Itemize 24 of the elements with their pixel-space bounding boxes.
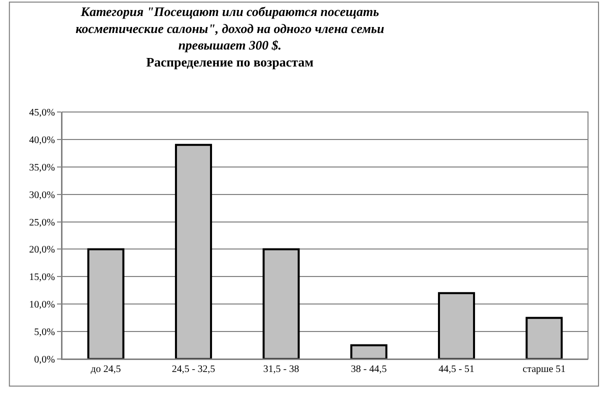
y-tick-label: 15,0% xyxy=(29,272,55,284)
bar xyxy=(526,316,563,359)
y-tick-label: 10,0% xyxy=(29,300,55,311)
x-tick-label: 31,5 - 38 xyxy=(263,364,300,375)
bar xyxy=(350,344,388,359)
chart-subtitle: Распределение по возрастам xyxy=(146,54,314,70)
x-tick-label: 44,5 - 51 xyxy=(438,364,474,375)
y-tick-label: 5,0% xyxy=(34,327,55,338)
bar xyxy=(262,248,300,359)
x-tick-label: 38 - 44,5 xyxy=(350,364,387,375)
x-tick-label: до 24,5 xyxy=(90,364,121,375)
y-tick-label: 40,0% xyxy=(29,134,55,146)
y-tick-label: 30,0% xyxy=(29,190,55,201)
x-tick-label: старше 51 xyxy=(522,364,566,375)
y-tick-label: 25,0% xyxy=(29,217,55,228)
bar xyxy=(87,248,124,359)
y-tick-label: 45,0% xyxy=(29,108,55,118)
y-tick-label: 20,0% xyxy=(29,244,55,256)
chart-title: Категория "Посещают или собираются посещать косметические салоны", доход на одного члена семьи превышает 300 $. xyxy=(76,4,384,53)
y-tick-label: 35,0% xyxy=(29,162,55,174)
y-tick-label: 0,0% xyxy=(34,354,55,366)
bar xyxy=(174,144,212,359)
bar xyxy=(438,292,476,359)
x-tick-label: 24,5 - 32,5 xyxy=(172,364,216,375)
